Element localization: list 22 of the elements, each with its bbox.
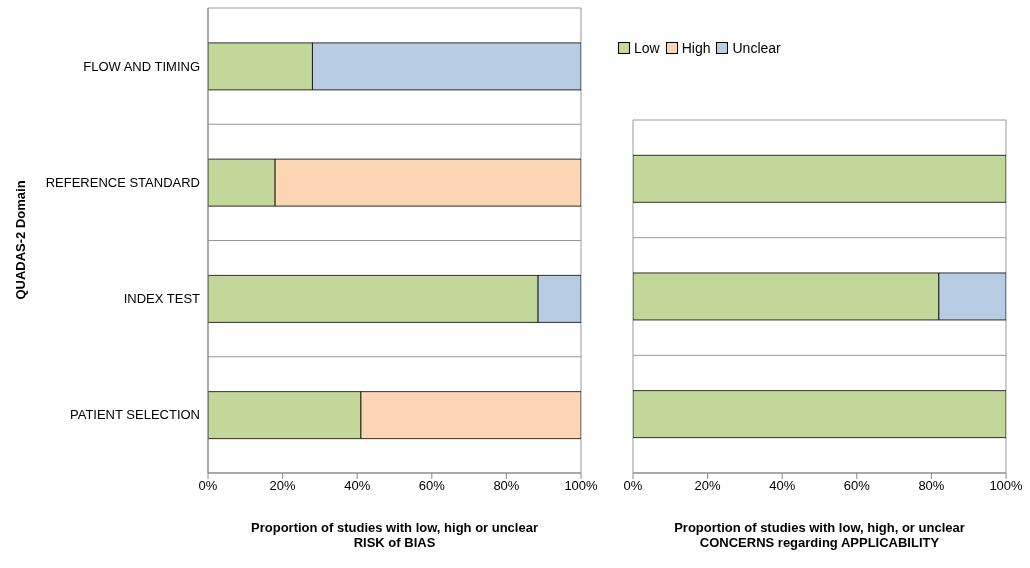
y-axis-title: QUADAS-2 Domain [12, 180, 28, 300]
x-tick-label: 100% [564, 478, 599, 494]
x-tick-label: 40% [344, 478, 371, 494]
y-tick-label: FLOW AND TIMING [83, 58, 200, 74]
x-axis-title: Proportion of studies with low, high or unclear RISK of BIAS [250, 520, 539, 550]
x-tick-label: 40% [769, 478, 796, 494]
legend-label: High [680, 40, 711, 56]
x-tick-label: 80% [493, 478, 520, 494]
legend-label: Unclear [731, 40, 781, 56]
x-axis-title: Proportion of studies with low, high, or unclear CONCERNS regarding APPLICABILITY [673, 520, 966, 550]
x-tick-label: 60% [843, 478, 871, 494]
x-tick-label: 0% [198, 478, 218, 494]
y-tick-label: INDEX TEST [123, 291, 201, 307]
y-tick-label: PATIENT SELECTION [69, 407, 200, 423]
x-tick-label: 20% [694, 478, 722, 494]
x-tick-label: 60% [418, 478, 446, 494]
x-tick-label: 20% [269, 478, 297, 494]
x-tick-label: 0% [623, 478, 643, 494]
x-tick-label: 100% [989, 478, 1024, 494]
y-tick-label: REFERENCE STANDARD [45, 174, 200, 190]
x-tick-label: 80% [918, 478, 945, 494]
legend-label: Low [633, 40, 660, 56]
